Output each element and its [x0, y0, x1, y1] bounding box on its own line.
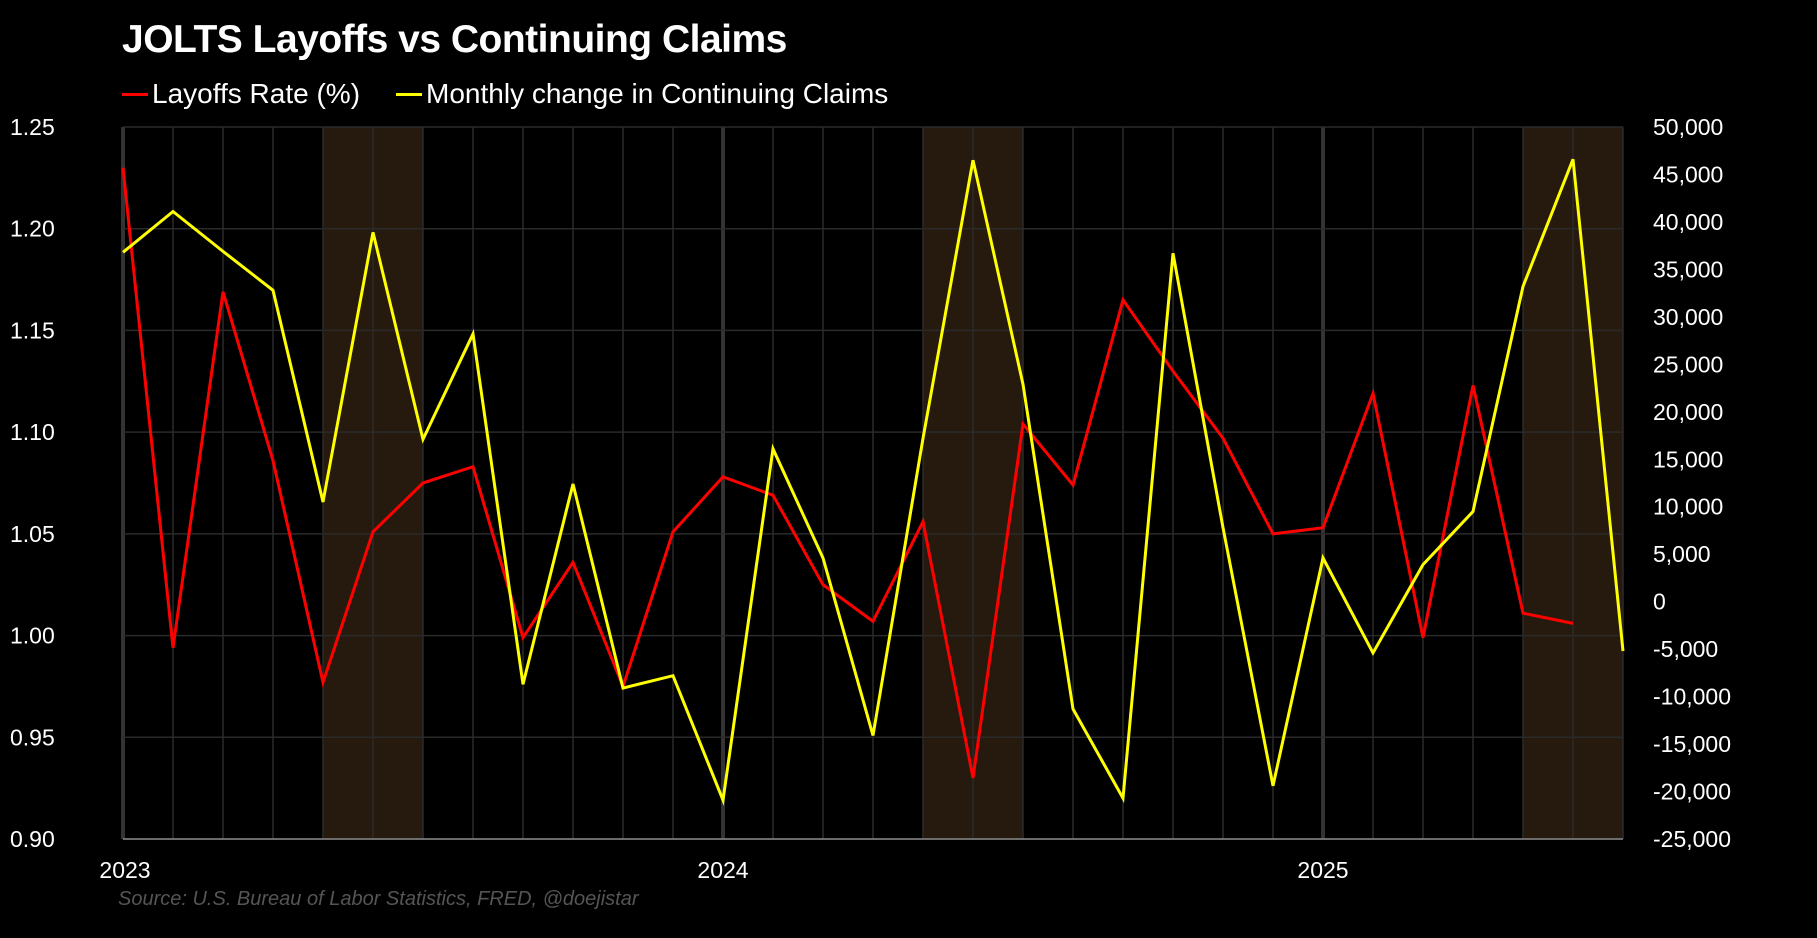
left-tick-label: 1.00: [10, 623, 55, 649]
right-tick-label: 30,000: [1653, 304, 1723, 330]
left-tick-label: 1.15: [10, 317, 55, 343]
right-tick-label: -15,000: [1653, 731, 1731, 757]
right-tick-label: 10,000: [1653, 494, 1723, 520]
source-note: Source: U.S. Bureau of Labor Statistics,…: [118, 888, 639, 910]
left-tick-label: 0.95: [10, 724, 55, 750]
right-tick-label: 25,000: [1653, 351, 1723, 377]
right-tick-label: -10,000: [1653, 684, 1731, 710]
right-tick-label: 50,000: [1653, 114, 1723, 140]
legend-item-layoffs: Layoffs Rate (%): [122, 78, 360, 110]
x-tick-label: 2024: [697, 857, 748, 883]
legend-swatch-yellow: [396, 92, 423, 96]
legend: Layoffs Rate (%) Monthly change in Conti…: [122, 78, 888, 110]
left-tick-label: 1.25: [10, 114, 55, 140]
legend-label: Monthly change in Continuing Claims: [426, 78, 889, 109]
left-tick-label: 0.90: [10, 826, 55, 852]
legend-label: Layoffs Rate (%): [152, 78, 361, 109]
right-tick-label: -5,000: [1653, 636, 1718, 662]
right-tick-label: 40,000: [1653, 209, 1723, 235]
right-tick-label: 0: [1653, 589, 1666, 615]
x-tick-label: 2023: [99, 857, 150, 883]
legend-item-claims: Monthly change in Continuing Claims: [396, 78, 888, 110]
x-tick-label: 2025: [1297, 857, 1348, 883]
right-tick-label: -25,000: [1653, 826, 1731, 852]
layoffs-rate-line: [121, 167, 1574, 779]
left-tick-label: 1.20: [10, 216, 55, 242]
left-tick-label: 1.10: [10, 419, 55, 445]
right-tick-label: 20,000: [1653, 399, 1723, 425]
right-tick-label: 5,000: [1653, 541, 1711, 567]
left-tick-label: 1.05: [10, 521, 55, 547]
legend-swatch-red: [122, 92, 148, 96]
right-tick-label: -20,000: [1653, 779, 1731, 805]
right-tick-label: 45,000: [1653, 161, 1723, 187]
right-tick-label: 35,000: [1653, 256, 1723, 282]
chart-title: JOLTS Layoffs vs Continuing Claims: [122, 18, 787, 61]
right-tick-label: 15,000: [1653, 446, 1723, 472]
